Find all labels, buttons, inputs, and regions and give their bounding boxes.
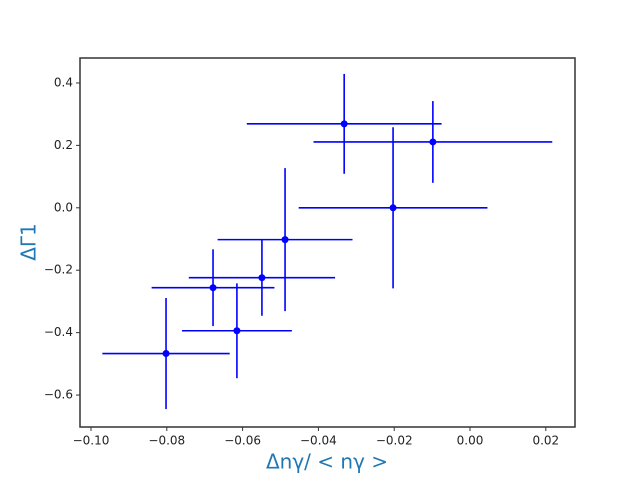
x-tick-label: −0.02 bbox=[376, 434, 413, 448]
y-tick-label: −0.6 bbox=[44, 388, 73, 402]
y-tick-label: 0.4 bbox=[54, 75, 73, 89]
point bbox=[429, 138, 437, 146]
x-axis-label: Δnγ/ < nγ > bbox=[266, 450, 388, 474]
y-tick-label: −0.2 bbox=[44, 263, 73, 277]
y-tick-label: −0.4 bbox=[44, 325, 73, 339]
x-tick-label: −0.10 bbox=[73, 434, 110, 448]
x-tick-label: 0.00 bbox=[457, 434, 484, 448]
point bbox=[281, 236, 289, 244]
point bbox=[162, 350, 170, 358]
x-tick-label: 0.02 bbox=[532, 434, 559, 448]
y-axis-label: ΔΓ1 bbox=[17, 223, 41, 261]
plot-frame bbox=[79, 57, 576, 428]
point bbox=[233, 327, 241, 335]
point bbox=[258, 274, 266, 282]
point bbox=[209, 284, 217, 292]
point bbox=[389, 204, 397, 212]
y-tick-label: 0.2 bbox=[54, 138, 73, 152]
y-tick-label: 0.0 bbox=[54, 200, 73, 214]
x-tick-label: −0.08 bbox=[148, 434, 185, 448]
point bbox=[340, 120, 348, 128]
x-tick-label: −0.04 bbox=[300, 434, 337, 448]
x-tick-label: −0.06 bbox=[224, 434, 261, 448]
